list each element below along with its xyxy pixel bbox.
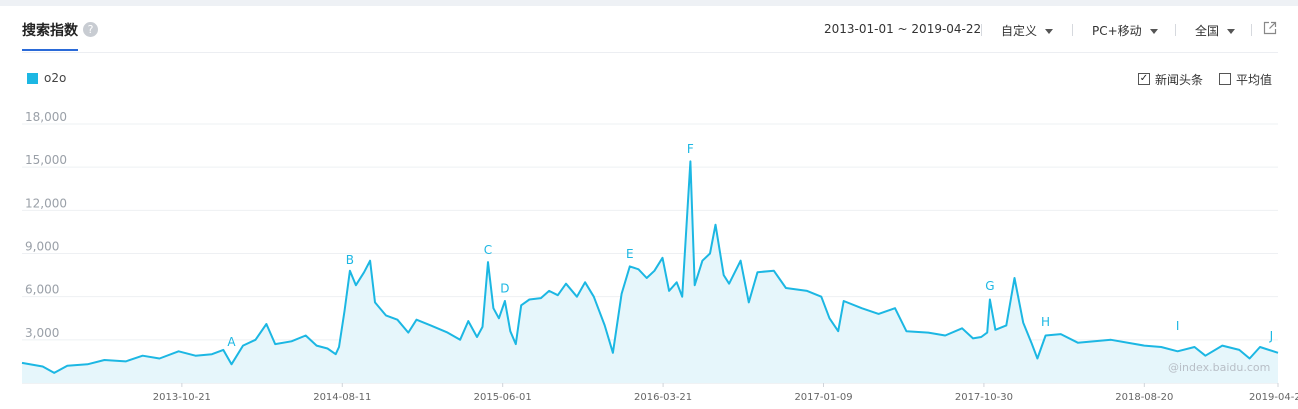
series-area-fill [22,161,1278,383]
news-marker-label[interactable]: H [1041,315,1050,329]
mode-label: 自定义 [1001,24,1038,38]
news-headline-checkbox[interactable]: ✓ [1138,73,1150,85]
news-marker-label[interactable]: C [484,243,492,257]
legend-swatch [27,73,38,84]
chevron-down-icon [1227,29,1236,34]
device-label: PC+移动 [1092,24,1142,38]
date-range-picker[interactable]: 2013-01-01 ~ 2019-04-22 [824,22,982,36]
divider [1072,24,1073,36]
external-link-icon[interactable] [1263,21,1277,35]
x-tick-label: 2019-04-22 [1249,392,1298,403]
y-tick-label: 9,000 [25,240,59,254]
news-marker-label[interactable]: F [687,142,694,156]
news-marker-label[interactable]: A [227,335,236,349]
news-marker-label[interactable]: E [626,247,634,261]
y-tick-label: 15,000 [25,153,67,167]
x-tick-label: 2017-10-30 [955,392,1013,403]
series-line [21,160,1279,374]
x-tick-label: 2017-01-09 [794,392,852,403]
average-label[interactable]: 平均值 [1236,73,1273,87]
chevron-down-icon [1045,29,1054,34]
news-marker-label[interactable]: J [1269,329,1274,343]
news-marker-label[interactable]: I [1176,319,1180,333]
chevron-down-icon [1149,29,1158,34]
watermark: @index.baidu.com [1168,361,1271,374]
device-dropdown[interactable]: PC+移动 [1092,22,1158,39]
divider [1175,24,1176,36]
x-tick-label: 2018-08-20 [1115,392,1173,403]
x-tick-label: 2015-06-01 [474,392,532,403]
y-tick-label: 18,000 [25,110,67,124]
page-title: 搜索指数 [22,23,78,39]
average-checkbox[interactable] [1219,73,1231,85]
question-circle-icon[interactable]: ? [83,22,98,37]
region-dropdown[interactable]: 全国 [1195,22,1236,39]
y-tick-label: 3,000 [25,326,59,340]
news-marker-label[interactable]: B [346,253,354,267]
divider [1251,24,1252,36]
x-tick-label: 2016-03-21 [634,392,692,403]
news-marker-label[interactable]: D [500,282,509,296]
legend-series-label[interactable]: o2o [44,71,67,85]
y-tick-label: 6,000 [25,283,59,297]
divider [981,24,982,36]
news-headline-label[interactable]: 新闻头条 [1155,73,1204,87]
active-tab-underline [22,49,78,51]
top-strip [0,0,1298,6]
mode-dropdown[interactable]: 自定义 [1001,22,1054,39]
region-label: 全国 [1195,24,1220,38]
news-marker-label[interactable]: G [985,279,994,293]
y-tick-label: 12,000 [25,196,67,210]
x-tick-label: 2013-10-21 [153,392,211,403]
checkmark-icon: ✓ [1139,73,1149,84]
x-tick-label: 2014-08-11 [313,392,371,403]
header-divider [22,52,1278,53]
